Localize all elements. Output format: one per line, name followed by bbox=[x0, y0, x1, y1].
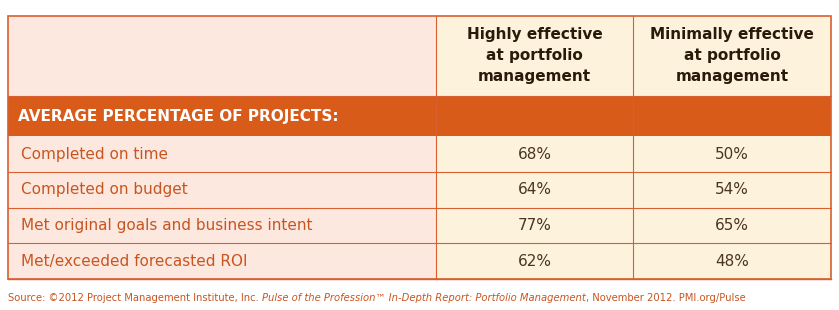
Bar bbox=[8, 172, 436, 208]
Bar bbox=[633, 172, 831, 208]
Text: Source: ©2012 Project Management Institute, Inc.: Source: ©2012 Project Management Institu… bbox=[8, 293, 263, 303]
Bar bbox=[436, 172, 633, 208]
Text: Highly effective
at portfolio
management: Highly effective at portfolio management bbox=[466, 27, 602, 84]
Text: Pulse of the Profession™ In-Depth Report: Portfolio Management: Pulse of the Profession™ In-Depth Report… bbox=[263, 293, 586, 303]
Bar bbox=[436, 243, 633, 279]
Text: 48%: 48% bbox=[715, 254, 749, 269]
Bar bbox=[633, 208, 831, 243]
Text: AVERAGE PERCENTAGE OF PROJECTS:: AVERAGE PERCENTAGE OF PROJECTS: bbox=[18, 109, 339, 124]
Text: Met original goals and business intent: Met original goals and business intent bbox=[21, 218, 312, 233]
Text: 54%: 54% bbox=[715, 182, 749, 197]
Bar bbox=[8, 136, 436, 172]
Text: 77%: 77% bbox=[518, 218, 551, 233]
Text: Met/exceeded forecasted ROI: Met/exceeded forecasted ROI bbox=[21, 254, 248, 269]
Text: Completed on budget: Completed on budget bbox=[21, 182, 187, 197]
Text: , November 2012. PMI.org/Pulse: , November 2012. PMI.org/Pulse bbox=[586, 293, 746, 303]
Bar bbox=[633, 16, 831, 96]
Bar bbox=[436, 208, 633, 243]
Text: 62%: 62% bbox=[518, 254, 551, 269]
Bar bbox=[8, 208, 436, 243]
Bar bbox=[633, 136, 831, 172]
Text: 50%: 50% bbox=[715, 147, 749, 162]
Bar bbox=[8, 96, 831, 136]
Bar bbox=[8, 243, 436, 279]
Bar bbox=[436, 136, 633, 172]
Bar bbox=[436, 16, 633, 96]
Text: 64%: 64% bbox=[518, 182, 551, 197]
Bar bbox=[8, 16, 436, 96]
Bar bbox=[8, 16, 831, 279]
Text: 68%: 68% bbox=[518, 147, 551, 162]
Bar bbox=[633, 243, 831, 279]
Text: Minimally effective
at portfolio
management: Minimally effective at portfolio managem… bbox=[650, 27, 814, 84]
Text: 65%: 65% bbox=[715, 218, 749, 233]
Text: Completed on time: Completed on time bbox=[21, 147, 168, 162]
